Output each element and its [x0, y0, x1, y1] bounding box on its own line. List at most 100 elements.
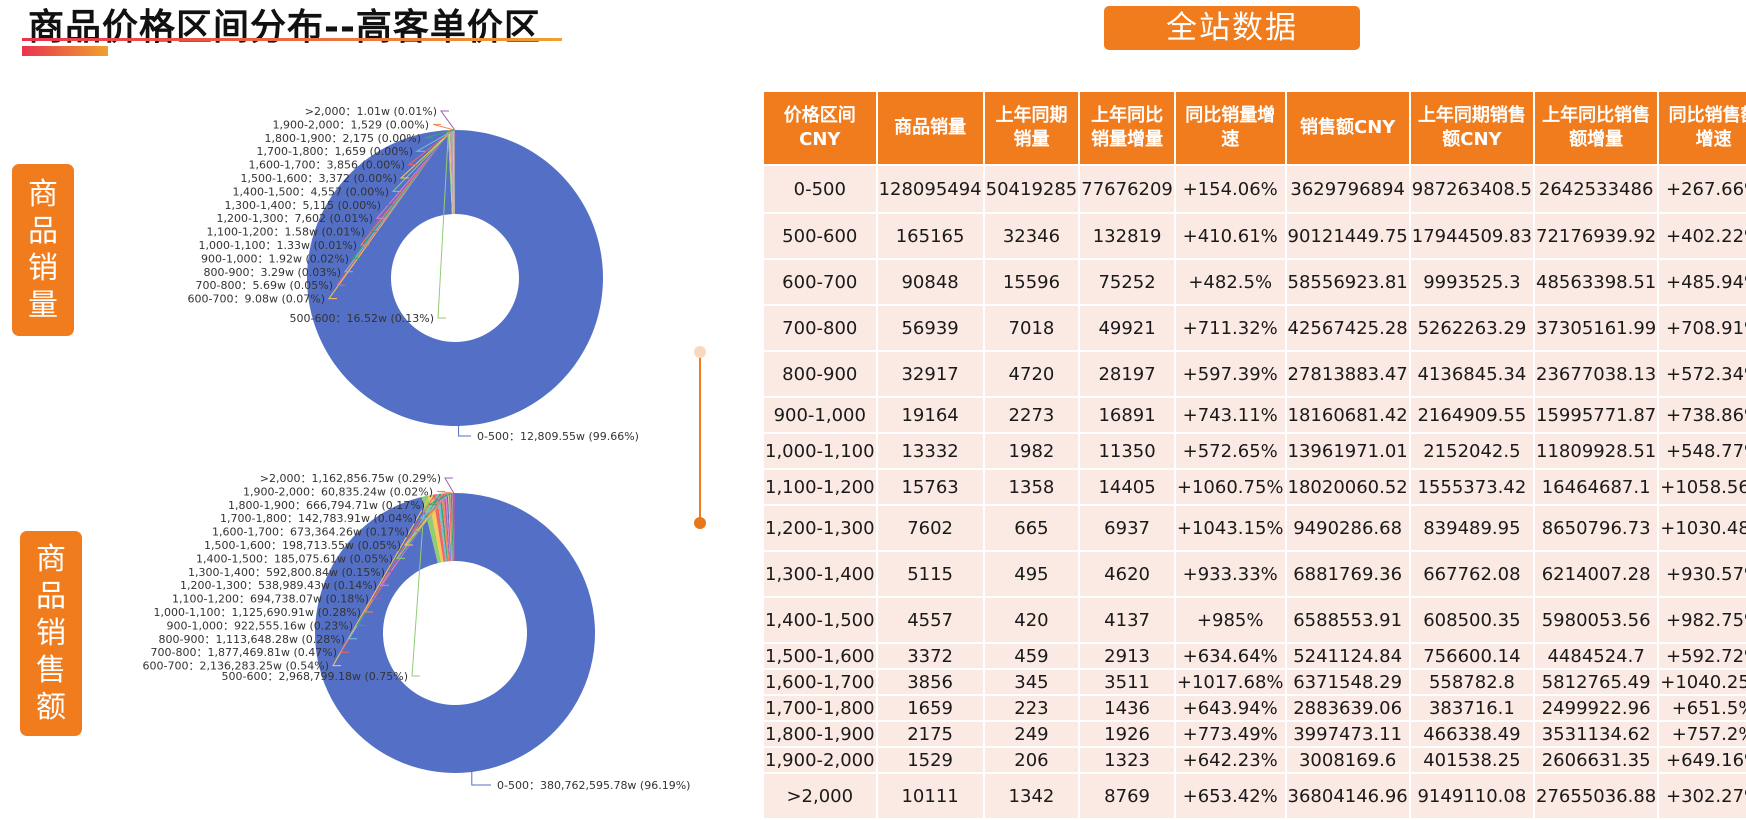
donut-qty-slice-label: 900-1,000：1.92w (0.02%): [201, 252, 349, 265]
table-cell: 2913: [1080, 644, 1174, 668]
table-header-cell: 上年同期销量: [984, 92, 1079, 164]
table-cell: 165165: [877, 214, 983, 258]
table-cell: 1,000-1,100: [764, 434, 876, 468]
donut-qty-slice-label: 1,400-1,500：4,557 (0.00%): [233, 185, 389, 198]
donut-qty-slice-700-800: [449, 130, 453, 215]
side-tag-sales-char: 品: [36, 579, 66, 614]
donut-qty-leader-line: [440, 110, 456, 131]
donut-sales-leader-line: [356, 493, 441, 626]
table-cell: 3856: [877, 670, 983, 694]
donut-sales-slice-1,300-1,400: [446, 493, 452, 562]
table-cell: 2606631.35: [1535, 748, 1658, 772]
table-cell: 345: [984, 670, 1079, 694]
donut-sales-leader-line: [403, 492, 449, 546]
table-cell: +402.22%: [1659, 214, 1746, 258]
table-cell: +410.61%: [1175, 214, 1285, 258]
donut-sales-slice-1,000-1,100: [441, 493, 450, 562]
donut-sales-slice-1,700-1,800: [450, 493, 453, 562]
table-cell: 1,600-1,700: [764, 670, 876, 694]
side-tag-sales-char: 销: [36, 616, 66, 651]
table-row: 500-600 165165 32346 132819 +410.61% 90121449…: [764, 214, 1746, 258]
side-tag-sales-char: 商: [36, 542, 66, 577]
table-cell: 4620: [1080, 552, 1174, 596]
donut-chart-sales-amount: 500-600：2,968,799.18w (0.75%)600-700：2,1…: [143, 472, 691, 792]
donut-qty-slice-label: 500-600：16.52w (0.13%): [290, 312, 434, 325]
table-cell: +653.42%: [1175, 774, 1285, 818]
table-cell: 1982: [984, 434, 1079, 468]
table-cell: 28197: [1080, 352, 1174, 396]
table-row: 1,000-1,100 13332 1982 11350 +572.65% 1396197…: [764, 434, 1746, 468]
donut-sales-slice-label: >2,000：1,162,856.75w (0.29%): [260, 472, 441, 485]
table-row: 800-900 32917 4720 28197 +597.39% 27813883.47…: [764, 352, 1746, 396]
price-range-data-table: 价格区间CNY 商品销量 上年同期销量 上年同比销量增量 同比销量增速 销售额CNY 上年同…: [762, 90, 1746, 820]
table-cell: +1030.48%: [1659, 506, 1746, 550]
table-cell: 756600.14: [1410, 644, 1534, 668]
table-cell: 900-1,000: [764, 398, 876, 432]
table-cell: 4557: [877, 598, 983, 642]
table-cell: +302.27%: [1659, 774, 1746, 818]
donut-sales-leader-line: [436, 490, 453, 494]
donut-qty-leader-line: [391, 129, 453, 192]
donut-sales-leader-line: [332, 494, 431, 667]
table-header-cell: 同比销售额增速: [1659, 92, 1746, 164]
table-cell: 665: [984, 506, 1079, 550]
table-cell: 6371548.29: [1286, 670, 1409, 694]
table-cell: 401538.25: [1410, 748, 1534, 772]
table-cell: +592.72%: [1659, 644, 1746, 668]
donut-sales-slice-700-800: [432, 494, 446, 562]
table-cell: 15763: [877, 470, 983, 504]
table-cell: 13332: [877, 434, 983, 468]
table-cell: 420: [984, 598, 1079, 642]
donut-qty-slice-label: 1,000-1,100：1.33w (0.01%): [199, 239, 357, 252]
table-cell: +485.94%: [1659, 260, 1746, 304]
table-cell: 500-600: [764, 214, 876, 258]
table-cell: 5812765.49: [1535, 670, 1658, 694]
table-cell: 1555373.42: [1410, 470, 1534, 504]
table-cell: 23677038.13: [1535, 352, 1658, 396]
side-tag-qty-char: 量: [28, 288, 58, 323]
table-row: 1,900-2,000 1529 206 1323 +642.23% 3008169.6 4…: [764, 748, 1746, 772]
table-cell: 48563398.51: [1535, 260, 1658, 304]
table-cell: 383716.1: [1410, 696, 1534, 720]
table-cell: 15995771.87: [1535, 398, 1658, 432]
table-cell: 9149110.08: [1410, 774, 1534, 818]
table-cell: +708.91%: [1659, 306, 1746, 350]
table-row: 1,800-1,900 2175 249 1926 +773.49% 3997473.11…: [764, 722, 1746, 746]
donut-sales-leader-line: [411, 496, 426, 677]
table-cell: +267.66%: [1659, 166, 1746, 212]
donut-qty-slice-label: >2,000：1.01w (0.01%): [305, 105, 437, 118]
donut-qty-leader-line: [437, 130, 449, 319]
table-cell: 1926: [1080, 722, 1174, 746]
donut-qty-slice-1,200-1,300: [451, 130, 454, 215]
table-row: 1,700-1,800 1659 223 1436 +643.94% 2883639.06…: [764, 696, 1746, 720]
table-header-cell: 上年同比销量增量: [1080, 92, 1174, 164]
table-cell: +572.65%: [1175, 434, 1285, 468]
table-cell: 558782.8: [1410, 670, 1534, 694]
donut-qty-slice-label: 1,900-2,000：1,529 (0.00%): [273, 118, 429, 131]
table-cell: 800-900: [764, 352, 876, 396]
timeline-dot-bottom: [694, 517, 706, 529]
donut-qty-leader-line: [424, 129, 455, 139]
donut-sales-slice-label: 1,500-1,600：198,713.55w (0.05%): [204, 539, 401, 552]
table-cell: +985%: [1175, 598, 1285, 642]
table-cell: 10111: [877, 774, 983, 818]
table-cell: 6214007.28: [1535, 552, 1658, 596]
donut-sales-leader-line: [340, 494, 436, 653]
donut-qty-leader-line: [415, 129, 454, 152]
donut-qty-slice-1,900-2,000: [454, 130, 455, 215]
table-cell: 18160681.42: [1286, 398, 1409, 432]
table-cell: 2152042.5: [1410, 434, 1534, 468]
donut-sales-slice-800-900: [436, 493, 447, 562]
donut-sales-slice-label: 900-1,000：922,555.16w (0.23%): [167, 619, 353, 632]
title-underline: [22, 38, 562, 41]
side-tag-sales-char: 额: [36, 690, 66, 725]
donut-qty-slice-1,500-1,600: [452, 130, 455, 215]
table-cell: 459: [984, 644, 1079, 668]
table-cell: 56939: [877, 306, 983, 350]
donut-sales-leader-line: [411, 492, 450, 533]
table-cell: 13961971.01: [1286, 434, 1409, 468]
donut-qty-slice-label: 1,800-1,900：2,175 (0.00%): [265, 132, 421, 145]
table-cell: 14405: [1080, 470, 1174, 504]
table-cell: 75252: [1080, 260, 1174, 304]
donut-qty-slice-label: 700-800：5.69w (0.05%): [196, 279, 333, 292]
